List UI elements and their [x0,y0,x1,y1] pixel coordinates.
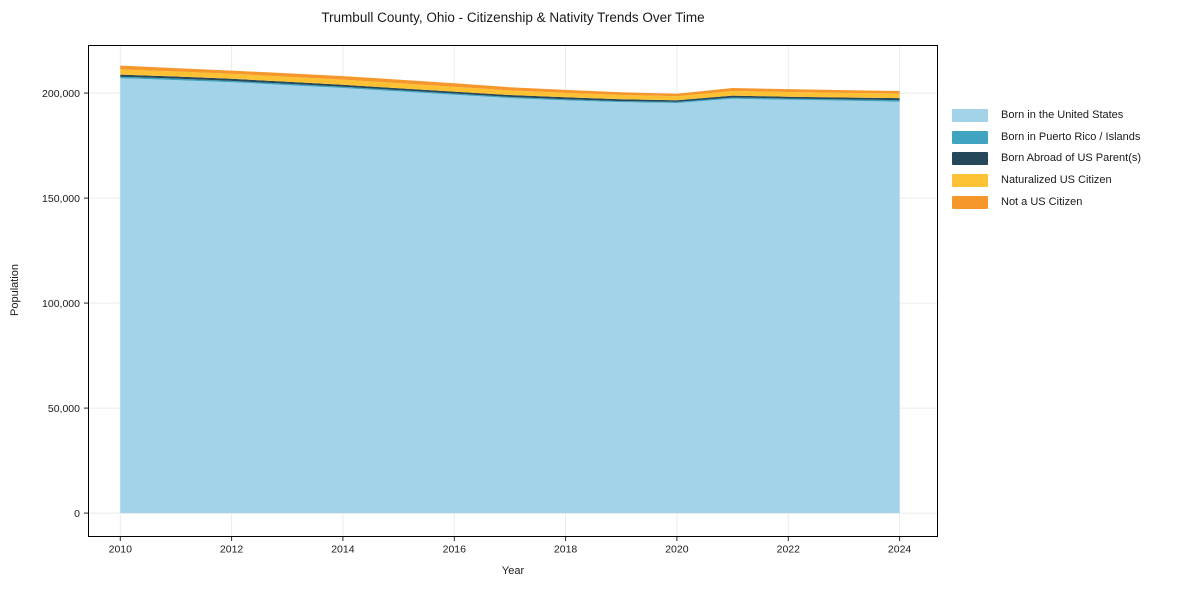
x-tick-label-2014: 2014 [331,544,355,556]
x-tick-label-2010: 2010 [109,544,133,556]
y-tick-label-50000: 50,000 [48,403,80,415]
legend-item-label: Not a US Citizen [1001,195,1083,208]
area-born-abroad-of-us-parent-s [120,74,900,102]
y-tick-label-0: 0 [74,508,80,520]
y-tick-label-150000: 150,000 [42,193,80,205]
legend-item-label: Naturalized US Citizen [1001,174,1112,187]
legend: Born in the United States Born in Puerto … [952,109,1141,217]
legend-swatch-icon [952,195,988,209]
y-tick-label-200000: 200,000 [42,88,80,100]
x-tick-label-2024: 2024 [888,544,912,556]
legend-item-not-a-us-citizen: Not a US Citizen [952,195,1141,209]
area-not-a-us-citizen [120,65,900,97]
legend-item-naturalized-us-citizen: Naturalized US Citizen [952,174,1141,188]
area-born-in-the-united-states [120,78,900,514]
x-axis-label: Year [501,565,525,577]
legend-swatch-icon [952,174,988,188]
legend-swatch-icon [952,109,988,122]
legend-item-born-abroad-of-us-parent-s: Born Abroad of US Parent(s) [952,152,1142,166]
legend-swatch-icon [952,152,988,166]
legend-item-label: Born Abroad of US Parent(s) [1001,152,1142,165]
x-tick-label-2022: 2022 [777,544,801,556]
area-naturalized-us-citizen [120,69,900,101]
y-tick-label-100000: 100,000 [42,298,80,310]
y-axis-label: Population [9,264,21,316]
legend-swatch-icon [952,130,988,144]
x-tick-label-2018: 2018 [554,544,578,556]
legend-item-label: Born in Puerto Rico / Islands [1001,130,1141,143]
area-born-in-puerto-rico-islands [120,76,900,103]
legend-item-born-in-puerto-rico-islands: Born in Puerto Rico / Islands [952,130,1141,144]
chart-title: Trumbull County, Ohio - Citizenship & Na… [321,10,705,25]
legend-item-label: Born in the United States [1001,109,1124,121]
x-tick-label-2012: 2012 [220,544,244,556]
x-tick-label-2020: 2020 [665,544,689,556]
x-tick-label-2016: 2016 [443,544,467,556]
plot-border [88,45,938,537]
legend-item-born-in-the-united-states: Born in the United States [952,109,1141,122]
